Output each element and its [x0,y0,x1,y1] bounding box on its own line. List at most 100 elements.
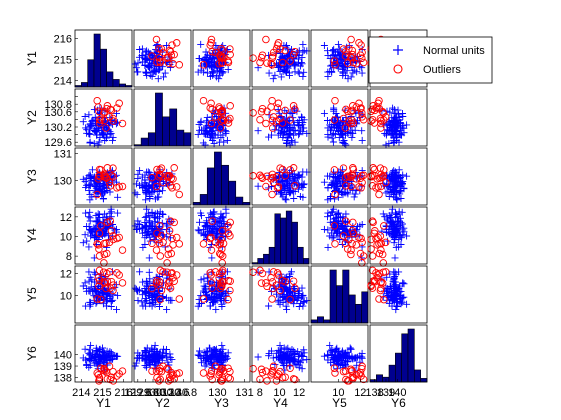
point-outlier [375,96,383,105]
point-outlier [94,103,103,111]
point-outlier [167,51,176,59]
point-normal [324,226,332,234]
point-outlier [355,99,363,108]
point-outlier [109,164,117,172]
point-normal [79,118,87,126]
panel-y5-y3 [192,265,251,324]
x-axis-label-y1: Y1 [96,396,111,410]
point-normal [215,68,223,76]
point-outlier [347,35,355,44]
hist-bar [280,217,287,265]
panel-frame [74,88,133,147]
point-normal [85,213,93,221]
hist-bar [336,285,343,324]
point-outlier [226,45,234,53]
point-normal [297,58,305,66]
point-outlier [339,114,348,123]
point-normal [395,111,403,119]
point-normal [136,268,144,276]
point-outlier [226,114,234,123]
point-outlier [274,99,283,108]
panel-y6-y4: 8 10 12 [249,324,311,399]
x-axis-label-y2: Y2 [155,396,170,410]
point-normal [145,63,152,70]
point-normal [207,58,215,66]
panel-y2-y4 [249,88,311,149]
point-normal [136,53,143,61]
point-outlier [216,104,224,113]
x-axis-label-y6: Y6 [391,396,406,410]
point-normal [382,141,390,149]
point-outlier [103,249,111,258]
panel-y5-y5 [310,265,369,324]
point-normal [154,75,162,83]
point-outlier [262,35,270,44]
point-normal [96,183,104,191]
point-normal [391,254,399,262]
point-normal [87,121,95,129]
point-outlier [268,61,276,69]
point-normal [100,181,108,189]
point-normal [202,48,210,56]
point-normal [210,47,218,55]
point-normal [146,71,154,79]
point-outlier [109,117,118,125]
point-normal [211,59,218,67]
point-normal [163,306,171,314]
hist-bar [81,82,88,88]
point-outlier [156,252,165,260]
point-normal [328,68,336,76]
hist-bar [155,92,163,147]
point-outlier [339,164,348,172]
point-normal [222,209,230,217]
point-normal [139,278,147,286]
point-normal [283,137,291,144]
point-normal [392,209,400,217]
point-outlier [118,279,127,287]
point-normal [81,345,89,353]
y-tick-label: 130.2 [44,122,72,134]
point-outlier [267,103,275,111]
point-normal [300,124,308,132]
point-normal [358,127,366,135]
point-outlier [115,233,123,242]
point-outlier [175,61,184,69]
hist-bar [106,71,114,88]
point-normal [294,121,302,129]
point-normal [209,68,217,76]
point-normal [331,130,339,138]
point-normal [86,175,94,183]
point-normal [395,138,403,146]
legend-label-normal: Normal units [423,45,485,57]
point-normal [384,127,392,135]
point-normal [83,126,91,134]
point-outlier [356,51,365,59]
point-normal [86,181,94,189]
point-outlier [256,115,264,124]
point-outlier [115,99,123,108]
point-normal [87,176,95,184]
point-outlier [331,369,339,377]
point-outlier [226,375,234,383]
point-normal [100,123,108,131]
point-normal [346,129,354,137]
point-normal [196,126,203,134]
point-normal [271,71,279,79]
point-normal [136,167,144,175]
point-normal [215,75,223,83]
point-outlier [268,190,276,199]
point-outlier [115,183,123,191]
point-normal [109,136,116,144]
y-axis-label-y6: Y6 [25,346,39,361]
point-normal [278,126,286,134]
point-outlier [357,41,365,49]
point-normal [330,129,338,137]
point-normal [196,218,203,226]
hist-bar [235,196,244,206]
y-tick-label: 216 [54,33,72,45]
point-normal [271,360,279,368]
point-normal [392,306,400,314]
panel-y1-y5 [310,29,369,88]
point-outlier [148,52,156,60]
